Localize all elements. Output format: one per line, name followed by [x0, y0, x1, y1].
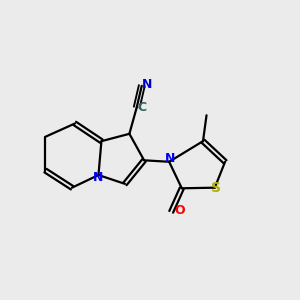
Text: N: N [142, 78, 152, 91]
Text: O: O [175, 204, 185, 217]
Text: N: N [165, 152, 175, 165]
Text: N: N [93, 172, 103, 184]
Text: S: S [211, 181, 221, 195]
Text: C: C [137, 101, 147, 114]
